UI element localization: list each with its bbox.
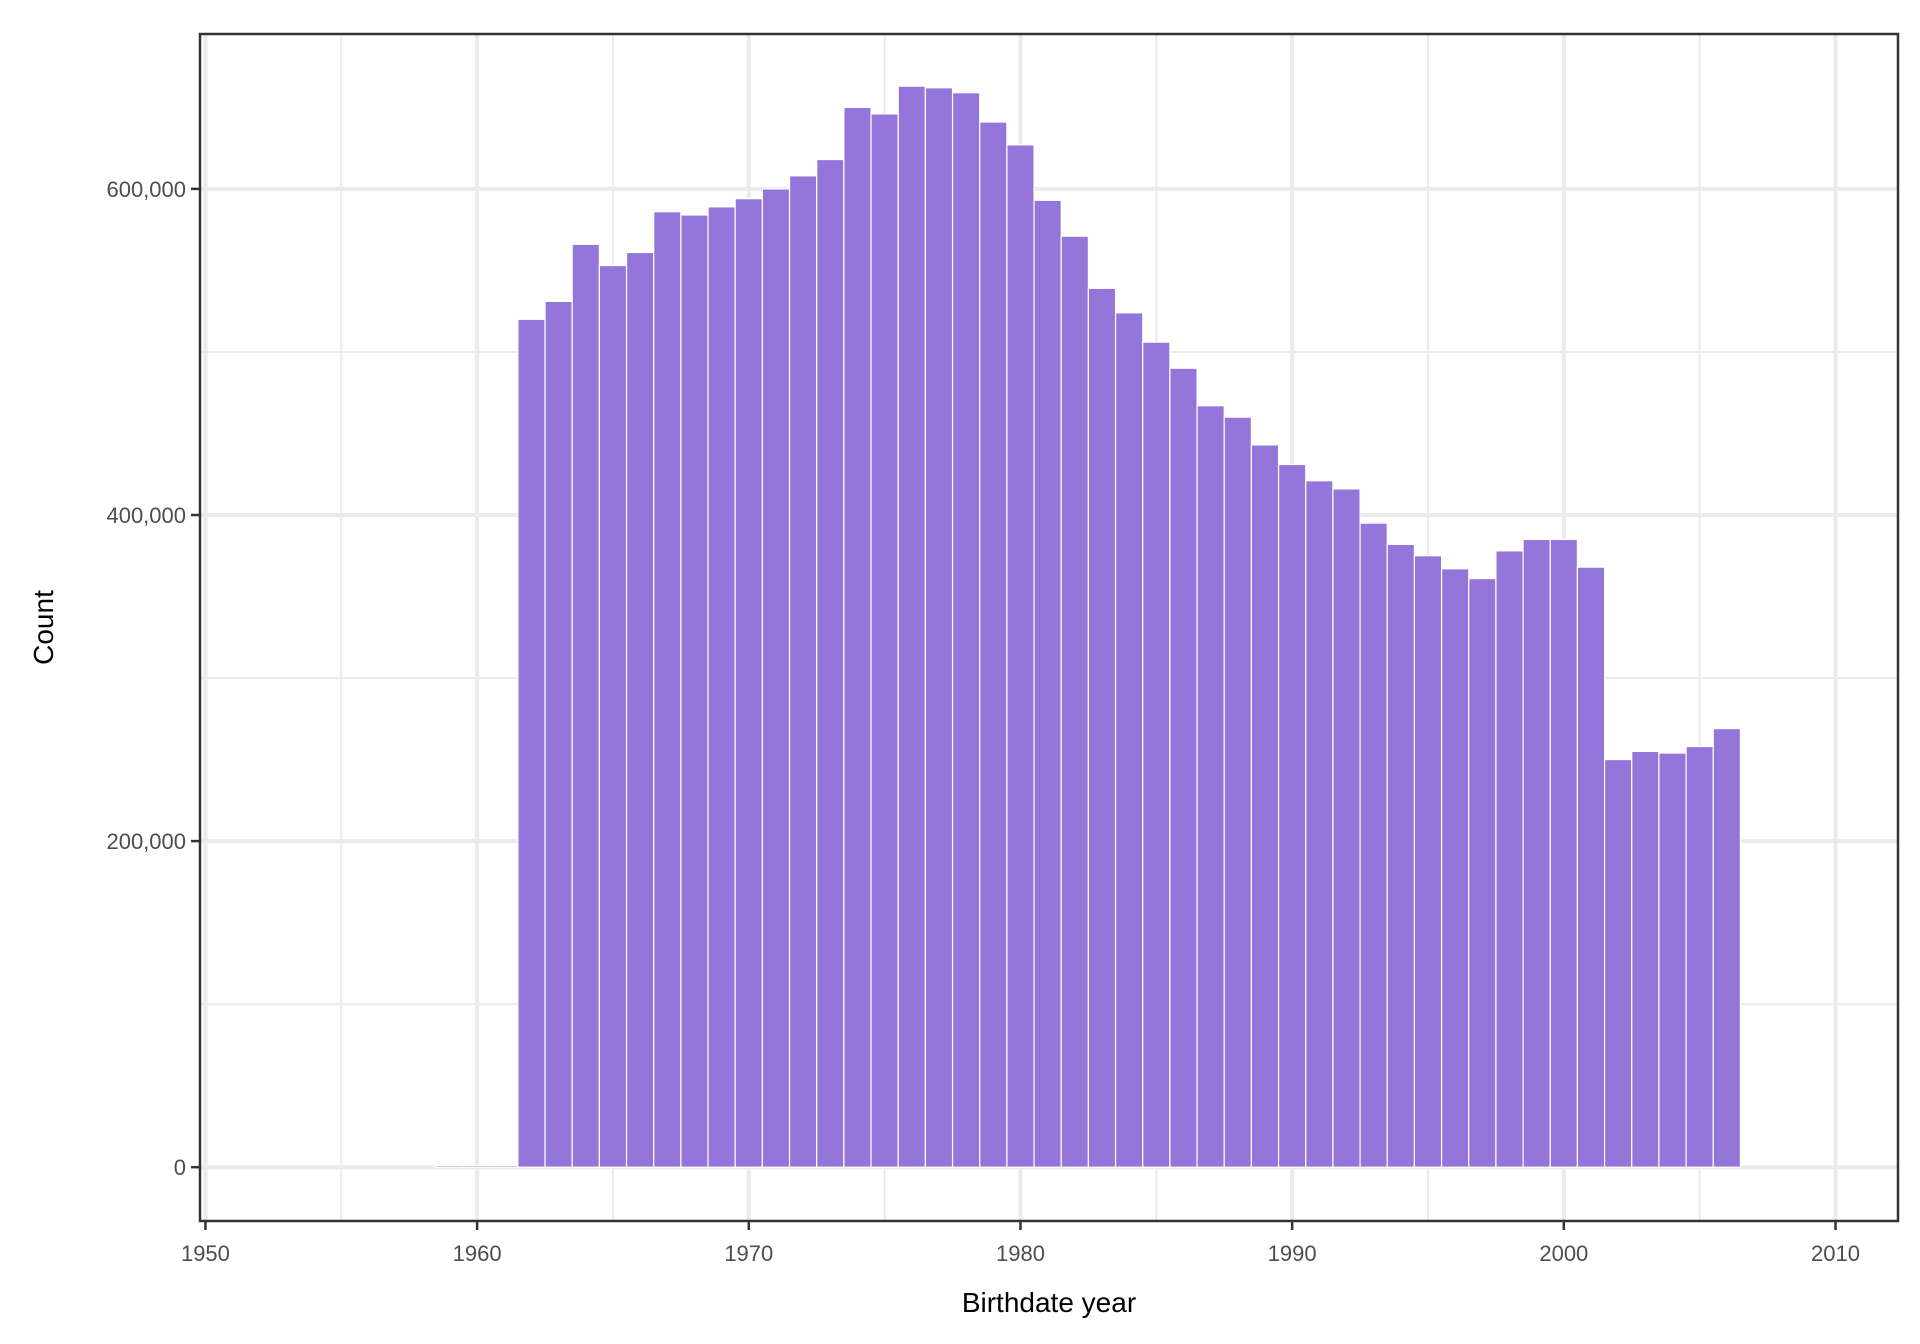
bar <box>435 1164 465 1168</box>
y-tick-label: 200,000 <box>106 829 186 854</box>
bar <box>490 1164 519 1168</box>
bar <box>1060 235 1089 1168</box>
bar <box>571 243 600 1168</box>
x-tick-label: 1960 <box>453 1241 502 1266</box>
x-tick-label: 1980 <box>996 1241 1045 1266</box>
bar <box>625 251 655 1168</box>
bar <box>816 158 845 1168</box>
bar <box>951 92 981 1168</box>
bar <box>680 214 709 1168</box>
bar <box>1223 416 1253 1168</box>
bar <box>1440 568 1470 1168</box>
bar <box>734 198 763 1168</box>
y-axis-title: Count <box>28 590 59 665</box>
bar <box>1006 144 1035 1168</box>
bar <box>1549 538 1579 1168</box>
bar <box>870 113 899 1168</box>
bar <box>1196 405 1225 1168</box>
x-tick-label: 1970 <box>724 1241 773 1266</box>
bar <box>1495 550 1524 1168</box>
bar <box>1712 727 1742 1168</box>
bar <box>843 106 872 1168</box>
bar <box>897 85 926 1168</box>
bar <box>788 175 818 1168</box>
y-tick-label: 400,000 <box>106 503 186 528</box>
bar <box>544 300 573 1168</box>
y-axis: 0 200,000 400,000 600,000 <box>106 177 200 1180</box>
bar <box>1468 577 1497 1168</box>
bar <box>1033 199 1062 1168</box>
y-tick-label: 0 <box>174 1155 186 1180</box>
bar <box>1631 750 1660 1168</box>
bar <box>1332 488 1361 1168</box>
bar <box>924 87 954 1168</box>
plot-panel-border <box>198 32 1900 1223</box>
bar <box>1386 543 1416 1168</box>
bar <box>1603 758 1633 1168</box>
bar <box>1087 287 1117 1168</box>
x-tick-label: 1950 <box>181 1241 230 1266</box>
x-tick-label: 2010 <box>1811 1241 1860 1266</box>
bar <box>1169 367 1198 1168</box>
bar <box>1305 480 1334 1168</box>
bar <box>653 211 682 1168</box>
bar <box>1522 538 1551 1168</box>
bar <box>707 206 736 1168</box>
bar <box>1277 463 1307 1168</box>
x-tick-label: 2000 <box>1539 1241 1588 1266</box>
bar <box>462 1164 492 1168</box>
bar <box>1142 341 1171 1168</box>
bar <box>1413 555 1443 1168</box>
bar <box>598 264 628 1168</box>
y-tick-label: 600,000 <box>106 177 186 202</box>
bar <box>517 318 546 1168</box>
bar <box>761 188 791 1168</box>
x-axis-title: Birthdate year <box>962 1287 1136 1318</box>
bar <box>1658 752 1687 1168</box>
bar <box>1359 522 1388 1168</box>
bar <box>1114 312 1144 1168</box>
x-tick-label: 1990 <box>1268 1241 1317 1266</box>
x-axis: 1950 1960 1970 1980 1990 2000 2010 <box>181 1221 1860 1266</box>
bar <box>1685 745 1714 1168</box>
bar <box>1576 566 1606 1168</box>
bar <box>979 121 1008 1168</box>
bars <box>435 85 1742 1168</box>
bar <box>1250 444 1280 1168</box>
